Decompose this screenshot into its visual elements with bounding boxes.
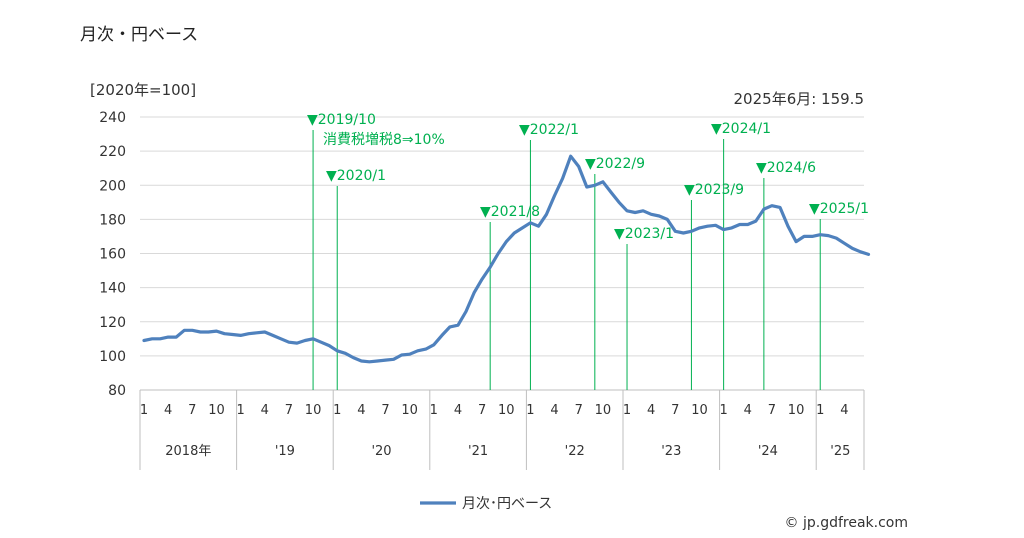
event-label-2023-09: ▼2023/9 (684, 182, 744, 198)
x-month-tick: 10 (788, 403, 805, 418)
x-month-tick: 1 (816, 403, 824, 418)
x-month-tick: 4 (357, 403, 365, 418)
event-label-2019-10: ▼2019/10 (307, 112, 376, 128)
x-year-label: '19 (275, 444, 295, 459)
x-month-tick: 7 (381, 403, 389, 418)
event-label-2024-06: ▼2024/6 (756, 160, 816, 176)
y-tick-label: 100 (99, 349, 126, 365)
y-tick-label: 120 (99, 315, 126, 331)
x-month-tick: 1 (623, 403, 631, 418)
x-month-tick: 1 (333, 403, 341, 418)
latest-value-note: 2025年6月: 159.5 (734, 90, 864, 108)
x-year-label: '20 (371, 444, 391, 459)
x-month-tick: 4 (454, 403, 462, 418)
x-month-tick: 7 (188, 403, 196, 418)
x-month-tick: 4 (164, 403, 172, 418)
x-month-tick: 4 (550, 403, 558, 418)
y-tick-label: 180 (99, 212, 126, 228)
x-year-label: '25 (830, 444, 850, 459)
event-label-2023-01: ▼2023/1 (614, 226, 674, 242)
event-label-2021-08: ▼2021/8 (480, 204, 540, 220)
x-month-tick: 1 (719, 403, 727, 418)
x-year-label: '21 (468, 444, 488, 459)
x-month-tick: 7 (478, 403, 486, 418)
x-month-tick: 10 (595, 403, 612, 418)
y-tick-label: 160 (99, 247, 126, 263)
x-month-tick: 7 (285, 403, 293, 418)
x-year-label: '23 (661, 444, 681, 459)
y-tick-label: 240 (99, 110, 126, 126)
event-label-2022-09: ▼2022/9 (585, 156, 645, 172)
event-label-2024-01: ▼2024/1 (711, 121, 771, 137)
event-sublabel-2019-10: 消費税増税8⇒10% (323, 132, 445, 148)
y-tick-label: 140 (99, 281, 126, 297)
event-label-2022-01: ▼2022/1 (519, 122, 579, 138)
x-month-tick: 1 (140, 403, 148, 418)
series-line-monthly (142, 154, 871, 364)
x-month-tick: 10 (691, 403, 708, 418)
y-tick-label: 80 (108, 383, 126, 399)
x-month-tick: 10 (498, 403, 515, 418)
x-month-tick: 7 (768, 403, 776, 418)
x-year-label: '24 (758, 444, 778, 459)
legend-label: 月次･円ベース (462, 496, 552, 512)
x-month-tick: 7 (575, 403, 583, 418)
x-month-tick: 1 (526, 403, 534, 418)
copyright: © jp.gdfreak.com (785, 515, 908, 531)
x-month-tick: 7 (671, 403, 679, 418)
unit-label: [2020年=100] (90, 81, 196, 99)
x-month-tick: 4 (647, 403, 655, 418)
x-year-label: '22 (565, 444, 585, 459)
x-month-tick: 10 (208, 403, 225, 418)
x-month-tick: 4 (261, 403, 269, 418)
event-label-2020-01: ▼2020/1 (326, 168, 386, 184)
y-tick-label: 220 (99, 144, 126, 160)
x-month-tick: 4 (840, 403, 848, 418)
event-label-2025-01: ▼2025/1 (809, 201, 869, 217)
x-month-tick: 1 (430, 403, 438, 418)
x-month-tick: 10 (401, 403, 418, 418)
chart-title: 月次・円ベース (80, 25, 199, 45)
x-year-label: 2018年 (165, 444, 211, 459)
x-month-tick: 10 (305, 403, 322, 418)
y-tick-label: 200 (99, 178, 126, 194)
x-month-tick: 1 (236, 403, 244, 418)
x-month-tick: 4 (744, 403, 752, 418)
